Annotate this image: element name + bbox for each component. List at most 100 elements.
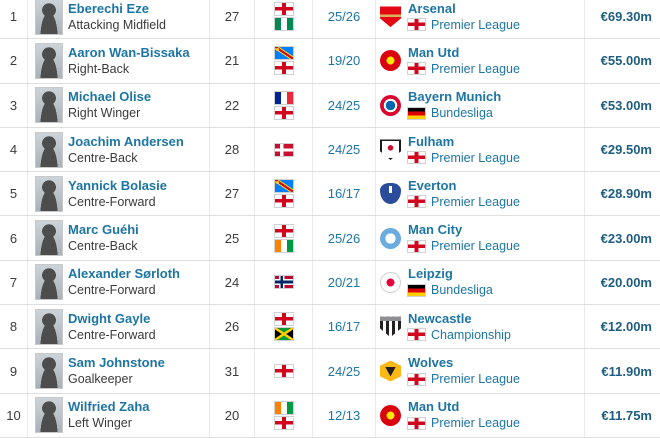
club-crest-arsenal-icon[interactable] [380,6,401,28]
club-text: Man Utd Premier League [408,45,520,77]
club-crest-bayern-icon[interactable] [380,94,401,116]
player-name-link[interactable]: Eberechi Eze [68,0,149,16]
player-name-link[interactable]: Wilfried Zaha [68,399,150,415]
club-crest-everton-icon[interactable] [380,183,401,205]
league-line: Premier League [408,150,520,166]
league-line: Championship [408,327,511,343]
flag-england-icon [274,3,293,16]
league-link[interactable]: Premier League [431,239,520,254]
age-cell: 26 [210,305,255,349]
nationality-cell [255,393,313,437]
club-name-link[interactable]: Arsenal [408,0,456,16]
player-photo[interactable] [35,131,63,168]
club-crest-mancity-icon[interactable] [380,227,401,249]
player-text: Yannick Bolasie Centre-Forward [68,177,167,211]
table-row: 10 Wilfried Zaha Left Winger 20 12/13 Ma… [0,393,660,438]
table-row: 8 Dwight Gayle Centre-Forward 26 16/17 N… [0,305,660,350]
player-name-link[interactable]: Marc Guéhi [68,222,139,238]
season-link[interactable]: 20/21 [327,274,361,290]
player-name-link[interactable]: Aaron Wan-Bissaka [68,44,190,60]
table-row: 3 Michael Olise Right Winger 22 24/25 Ba… [0,83,660,128]
club-name-link[interactable]: Leipzig [408,266,453,282]
club-name-link[interactable]: Man Utd [408,44,460,60]
club-name-link[interactable]: Wolves [408,355,454,371]
league-link[interactable]: Championship [431,327,511,342]
club-name-link[interactable]: Newcastle [408,310,472,326]
flag-england-icon [408,19,425,31]
club-name-link[interactable]: Bayern Munich [408,89,502,105]
player-name-link[interactable]: Sam Johnstone [68,355,165,371]
season-link[interactable]: 16/17 [327,319,361,335]
player-name-link[interactable]: Alexander Sørloth [68,266,180,282]
club-name-link[interactable]: Man City [408,222,463,238]
player-text: Eberechi Eze Attacking Midfield [68,0,166,34]
season-link[interactable]: 24/25 [327,142,361,158]
rank-number: 4 [9,142,18,158]
player-photo[interactable] [35,0,63,35]
fee-value: €11.75m [601,407,652,423]
season-link[interactable]: 16/17 [327,186,361,202]
season-cell: 19/20 [313,39,376,83]
player-photo[interactable] [35,397,63,434]
club-crest-wolves-icon[interactable] [380,360,401,382]
league-link[interactable]: Premier League [431,150,520,165]
club-crest-manutd-icon[interactable] [380,404,401,426]
player-cell: Joachim Andersen Centre-Back [28,127,210,172]
flag-germany-icon [408,107,425,119]
rank-number: 6 [9,230,18,246]
player-photo[interactable] [35,264,63,301]
club-crest-newcastle-icon[interactable] [380,316,401,338]
player-name-link[interactable]: Michael Olise [68,89,152,105]
player-photo[interactable] [35,353,63,390]
player-cell: Marc Guéhi Centre-Back [28,216,210,260]
season-link[interactable]: 24/25 [327,97,361,113]
league-line: Premier League [408,17,520,33]
club-cell: Leipzig Bundesliga [376,260,585,305]
league-link[interactable]: Premier League [431,17,520,32]
club-crest-leipzig-icon[interactable] [380,271,401,293]
player-name-link[interactable]: Yannick Bolasie [68,177,167,193]
league-link[interactable]: Premier League [431,194,520,209]
player-photo[interactable] [35,175,63,212]
club-text: Wolves Premier League [408,355,520,387]
league-link[interactable]: Premier League [431,61,520,76]
club-name-link[interactable]: Everton [408,177,457,193]
player-name-link[interactable]: Joachim Andersen [68,133,184,149]
age-cell: 31 [210,349,255,393]
flag-england-icon [274,224,293,237]
season-link[interactable]: 19/20 [327,53,361,69]
league-link[interactable]: Bundesliga [431,283,493,298]
player-photo[interactable] [35,42,63,79]
club-crest-fulham-icon[interactable] [380,139,401,161]
rank-cell: 4 [0,127,28,172]
fee-cell: €11.90m [585,349,660,392]
player-photo[interactable] [35,87,63,124]
player-photo[interactable] [35,220,63,257]
season-link[interactable]: 25/26 [327,230,361,246]
player-name-link[interactable]: Dwight Gayle [68,310,151,326]
season-link[interactable]: 24/25 [327,363,361,379]
fee-cell: €69.30m [585,0,660,38]
club-crest-manutd-icon[interactable] [380,50,401,72]
nationality-cell [255,216,313,260]
club-name-link[interactable]: Man Utd [408,399,460,415]
league-link[interactable]: Premier League [431,416,520,431]
season-link[interactable]: 25/26 [327,9,361,25]
player-text: Michael Olise Right Winger [68,88,151,122]
player-photo[interactable] [35,308,63,345]
flag-england-icon [408,240,425,252]
flag-norway-icon [274,276,293,289]
player-cell: Yannick Bolasie Centre-Forward [28,172,210,216]
fee-cell: €29.50m [585,128,660,171]
flag-denmark-icon [274,143,293,156]
table-row: 2 Aaron Wan-Bissaka Right-Back 21 19/20 … [0,39,660,84]
club-name-link[interactable]: Fulham [408,133,455,149]
league-link[interactable]: Bundesliga [431,106,493,121]
club-cell: Man Utd Premier League [376,39,585,83]
season-cell: 12/13 [313,393,376,437]
player-position: Attacking Midfield [68,17,166,32]
league-link[interactable]: Premier League [431,372,520,387]
flag-jamaica-icon [274,328,293,341]
club-text: Man Utd Premier League [408,399,520,431]
season-link[interactable]: 12/13 [327,407,361,423]
